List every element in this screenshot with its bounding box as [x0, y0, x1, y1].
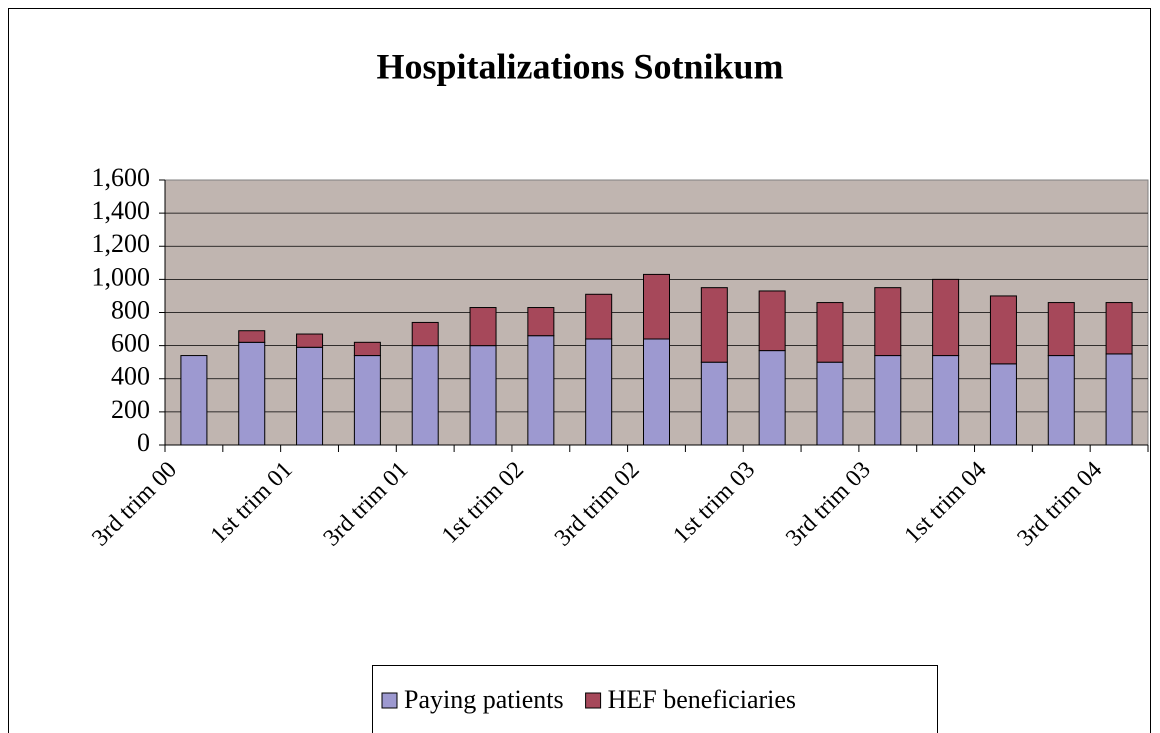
y-tick-label: 0 — [137, 428, 150, 457]
bar-segment — [643, 273, 670, 340]
bar-segment — [700, 287, 728, 363]
bar-segment — [874, 355, 902, 446]
legend-swatch — [585, 692, 602, 709]
bar-segment — [700, 361, 728, 446]
y-tick-label: 1,600 — [92, 163, 151, 192]
bar-segment — [353, 355, 381, 446]
bar-segment — [1105, 353, 1133, 446]
legend-label: HEF beneficiaries — [608, 685, 796, 714]
y-tick-label: 800 — [111, 295, 150, 324]
bar-segment — [816, 361, 844, 446]
bar-segment — [932, 355, 960, 446]
bar-segment — [469, 307, 497, 347]
bar-segment — [989, 295, 1017, 365]
bar-segment — [758, 290, 786, 352]
bar-segment — [353, 341, 381, 357]
bar-segment — [180, 355, 208, 446]
chart-title: Hospitalizations Sotnikum — [376, 46, 783, 86]
bar-segment — [411, 321, 439, 347]
bar-segment — [1047, 355, 1075, 446]
y-tick-label: 1,000 — [92, 262, 151, 291]
y-tick-label: 1,400 — [92, 196, 151, 225]
legend-label: Paying patients — [404, 685, 564, 714]
bar-segment — [469, 345, 497, 446]
bar-segment — [932, 278, 960, 357]
bar-segment — [527, 335, 555, 446]
y-tick-label: 200 — [111, 395, 150, 424]
bar-segment — [1105, 302, 1133, 355]
bar-segment — [411, 345, 439, 446]
bar-segment — [989, 363, 1017, 446]
bar-segment — [527, 307, 555, 337]
bar-segment — [585, 293, 613, 340]
bar-segment — [874, 287, 902, 357]
bar-segment — [296, 333, 324, 348]
bar-segment — [238, 341, 266, 446]
legend — [372, 665, 938, 733]
legend-swatch — [381, 692, 398, 709]
bar-segment — [1047, 302, 1075, 357]
y-tick-label: 600 — [111, 329, 150, 358]
bar-segment — [296, 346, 324, 446]
bar-segment — [643, 338, 670, 446]
bar-segment — [758, 350, 786, 446]
bar-segment — [816, 302, 844, 363]
y-tick-label: 400 — [111, 362, 150, 391]
y-tick-label: 1,200 — [92, 229, 151, 258]
bar-segment — [585, 338, 613, 446]
bar-segment — [238, 330, 266, 343]
